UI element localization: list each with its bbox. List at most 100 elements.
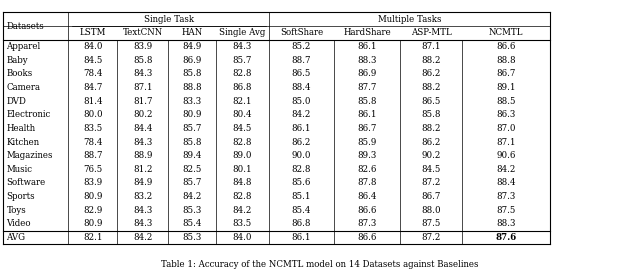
Text: 82.5: 82.5 — [182, 165, 202, 174]
Text: 85.4: 85.4 — [182, 219, 202, 228]
Text: 88.2: 88.2 — [421, 56, 441, 65]
Text: 84.3: 84.3 — [133, 69, 152, 78]
Text: 86.1: 86.1 — [357, 110, 377, 119]
Text: 86.5: 86.5 — [421, 97, 441, 106]
Text: 88.4: 88.4 — [292, 83, 311, 92]
Text: 85.4: 85.4 — [292, 206, 311, 215]
Text: Single Task: Single Task — [143, 15, 194, 24]
Text: 88.3: 88.3 — [497, 219, 516, 228]
Text: 89.4: 89.4 — [182, 151, 202, 160]
Text: 85.7: 85.7 — [182, 178, 202, 188]
Text: 86.1: 86.1 — [292, 124, 311, 133]
Text: 88.3: 88.3 — [357, 56, 377, 65]
Text: 78.4: 78.4 — [83, 137, 102, 147]
Text: 88.9: 88.9 — [133, 151, 152, 160]
Text: 84.3: 84.3 — [232, 42, 252, 51]
Text: 80.2: 80.2 — [133, 110, 152, 119]
Text: Apparel: Apparel — [6, 42, 41, 51]
Text: 85.8: 85.8 — [357, 97, 377, 106]
Text: AVG: AVG — [6, 233, 26, 242]
Text: 85.1: 85.1 — [292, 192, 311, 201]
Text: 85.7: 85.7 — [232, 56, 252, 65]
Text: Baby: Baby — [6, 56, 28, 65]
Text: 84.4: 84.4 — [133, 124, 152, 133]
Text: 84.3: 84.3 — [133, 219, 152, 228]
Text: 85.8: 85.8 — [133, 56, 152, 65]
Text: 84.3: 84.3 — [133, 206, 152, 215]
Text: 84.9: 84.9 — [182, 42, 202, 51]
Text: 85.2: 85.2 — [292, 42, 311, 51]
Text: 83.5: 83.5 — [83, 124, 102, 133]
Text: HardShare: HardShare — [343, 29, 391, 37]
Text: 86.2: 86.2 — [292, 137, 311, 147]
Text: 86.4: 86.4 — [357, 192, 377, 201]
Text: 85.8: 85.8 — [182, 69, 202, 78]
Text: 88.4: 88.4 — [497, 178, 516, 188]
Text: 89.1: 89.1 — [497, 83, 516, 92]
Text: 82.6: 82.6 — [357, 165, 377, 174]
Text: 86.1: 86.1 — [292, 233, 311, 242]
Text: 86.7: 86.7 — [357, 124, 377, 133]
Text: Multiple Tasks: Multiple Tasks — [378, 15, 442, 24]
Text: 88.7: 88.7 — [292, 56, 311, 65]
Text: 87.1: 87.1 — [421, 42, 441, 51]
Text: 87.7: 87.7 — [357, 83, 377, 92]
Text: Camera: Camera — [6, 83, 40, 92]
Text: 80.4: 80.4 — [232, 110, 252, 119]
Text: Books: Books — [6, 69, 33, 78]
Text: 90.0: 90.0 — [292, 151, 311, 160]
Text: 84.2: 84.2 — [182, 192, 202, 201]
Text: 84.5: 84.5 — [83, 56, 102, 65]
Text: 84.8: 84.8 — [232, 178, 252, 188]
Text: 76.5: 76.5 — [83, 165, 102, 174]
Text: 84.2: 84.2 — [497, 165, 516, 174]
Text: 87.6: 87.6 — [495, 233, 517, 242]
Text: Magazines: Magazines — [6, 151, 53, 160]
Text: 89.3: 89.3 — [357, 151, 377, 160]
Text: 82.1: 82.1 — [83, 233, 102, 242]
Text: 84.2: 84.2 — [232, 206, 252, 215]
Text: 80.9: 80.9 — [182, 110, 202, 119]
Text: 88.7: 88.7 — [83, 151, 102, 160]
Text: 83.9: 83.9 — [133, 42, 152, 51]
Text: 87.3: 87.3 — [497, 192, 516, 201]
Text: 82.8: 82.8 — [232, 192, 252, 201]
Text: 86.7: 86.7 — [497, 69, 516, 78]
Text: 84.0: 84.0 — [83, 42, 102, 51]
Text: Table 1: Accuracy of the NCMTL model on 14 Datasets against Baselines: Table 1: Accuracy of the NCMTL model on … — [161, 260, 479, 269]
Text: 87.5: 87.5 — [497, 206, 516, 215]
Text: 86.6: 86.6 — [357, 206, 377, 215]
Text: 86.8: 86.8 — [292, 219, 311, 228]
Text: 86.2: 86.2 — [421, 137, 441, 147]
Text: 90.2: 90.2 — [421, 151, 441, 160]
Text: 83.3: 83.3 — [182, 97, 202, 106]
Text: Video: Video — [6, 219, 31, 228]
Text: 78.4: 78.4 — [83, 69, 102, 78]
Text: 84.3: 84.3 — [133, 137, 152, 147]
Text: 80.0: 80.0 — [83, 110, 102, 119]
Text: 85.3: 85.3 — [182, 233, 202, 242]
Text: ASP-MTL: ASP-MTL — [411, 29, 451, 37]
Text: 88.5: 88.5 — [497, 97, 516, 106]
Text: 86.6: 86.6 — [357, 233, 377, 242]
Text: Single Avg: Single Avg — [219, 29, 266, 37]
Text: 84.9: 84.9 — [133, 178, 152, 188]
Text: 86.7: 86.7 — [421, 192, 441, 201]
Text: 83.9: 83.9 — [83, 178, 102, 188]
Text: 86.9: 86.9 — [357, 69, 377, 78]
Text: Sports: Sports — [6, 192, 35, 201]
Text: 85.7: 85.7 — [182, 124, 202, 133]
Text: TextCNN: TextCNN — [123, 29, 163, 37]
Text: 86.2: 86.2 — [421, 69, 441, 78]
Text: Electronic: Electronic — [6, 110, 51, 119]
Text: 86.9: 86.9 — [182, 56, 202, 65]
Text: HAN: HAN — [181, 29, 203, 37]
Text: Toys: Toys — [6, 206, 26, 215]
Text: Health: Health — [6, 124, 36, 133]
Text: 86.5: 86.5 — [292, 69, 311, 78]
Text: 87.5: 87.5 — [421, 219, 441, 228]
Text: LSTM: LSTM — [79, 29, 106, 37]
Text: 87.1: 87.1 — [133, 83, 152, 92]
Text: 88.8: 88.8 — [182, 83, 202, 92]
Text: 89.0: 89.0 — [232, 151, 252, 160]
